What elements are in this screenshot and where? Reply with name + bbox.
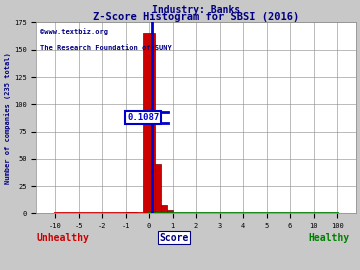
Bar <box>155 164 161 214</box>
Text: Score: Score <box>159 232 188 242</box>
Text: The Research Foundation of SUNY: The Research Foundation of SUNY <box>40 45 171 51</box>
Bar <box>167 210 172 214</box>
Bar <box>161 205 167 214</box>
Text: Healthy: Healthy <box>308 232 350 242</box>
Text: ©www.textbiz.org: ©www.textbiz.org <box>40 28 108 35</box>
Bar <box>126 212 138 214</box>
Bar <box>143 33 155 214</box>
Text: Unhealthy: Unhealthy <box>36 232 89 242</box>
Title: Z-Score Histogram for SBSI (2016): Z-Score Histogram for SBSI (2016) <box>93 12 299 22</box>
Text: 0.1087: 0.1087 <box>127 113 159 122</box>
Y-axis label: Number of companies (235 total): Number of companies (235 total) <box>4 52 11 184</box>
Text: Industry: Banks: Industry: Banks <box>152 5 240 15</box>
